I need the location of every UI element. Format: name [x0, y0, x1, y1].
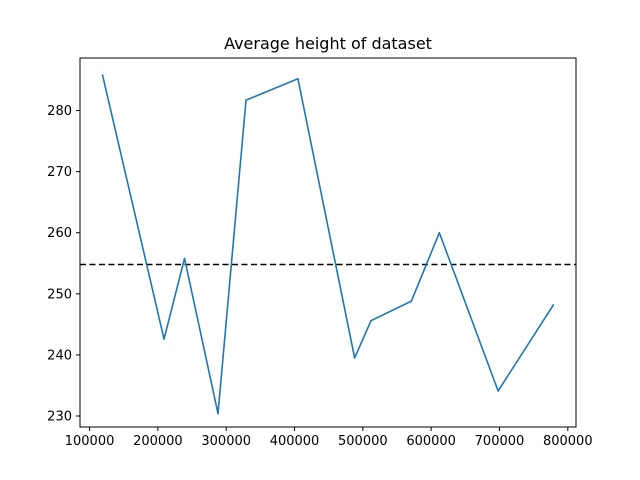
data-point-0-10	[497, 390, 499, 392]
data-point-0-2	[183, 257, 186, 260]
y-tick-label-4: 270	[47, 165, 72, 180]
y-tick-label-3: 260	[47, 226, 72, 241]
x-tick-label-0: 100000	[65, 434, 115, 449]
plot-layer	[80, 74, 576, 415]
data-point-0-9	[438, 231, 441, 234]
series-line-0	[101, 74, 555, 415]
chart-title: Average height of dataset	[224, 34, 432, 53]
x-tick-label-6: 700000	[475, 434, 525, 449]
x-tick-label-5: 600000	[406, 434, 456, 449]
x-tick-label-7: 800000	[543, 434, 593, 449]
data-point-0-3	[217, 412, 219, 415]
data-point-0-8	[410, 300, 413, 302]
data-point-0-6	[353, 357, 356, 359]
axes-layer: 100000 200000 300000 400000 500000 600000 7000…	[47, 57, 593, 449]
y-tick-label-1: 240	[47, 348, 72, 363]
data-point-0-5	[297, 77, 299, 80]
data-point-0-7	[370, 319, 372, 322]
x-tick-label-3: 400000	[270, 434, 320, 449]
axes-frame	[79, 57, 577, 428]
x-tick-label-1: 200000	[133, 434, 183, 449]
data-point-0-11	[552, 304, 555, 306]
data-point-0-0	[101, 74, 104, 76]
y-tick-label-2: 250	[47, 287, 72, 302]
data-point-0-1	[163, 338, 165, 340]
y-tick-label-5: 280	[47, 104, 72, 119]
x-tick-label-2: 300000	[201, 434, 251, 449]
y-tick-label-0: 230	[47, 410, 72, 425]
data-point-0-4	[245, 99, 247, 101]
x-tick-label-4: 500000	[338, 434, 388, 449]
